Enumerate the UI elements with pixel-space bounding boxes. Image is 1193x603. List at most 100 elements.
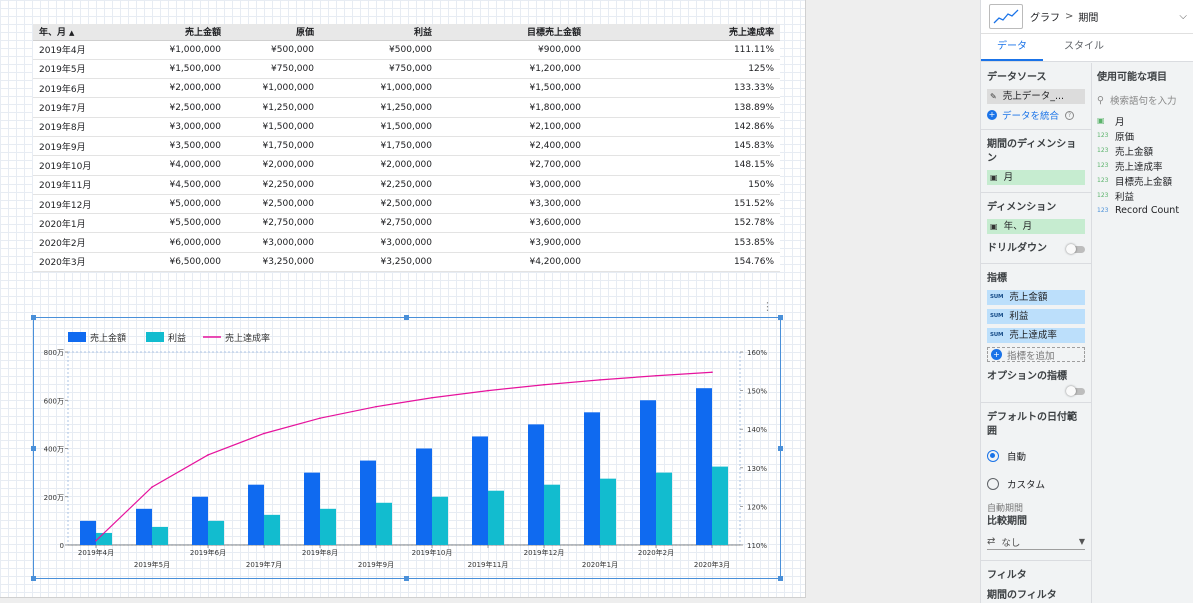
table-row[interactable]: 2020年1月 ¥5,500,000 ¥2,750,000 ¥2,750,000 ¥3,… xyxy=(33,213,780,234)
resize-handle-bl[interactable] xyxy=(31,576,36,581)
sum-badge[interactable]: SUM xyxy=(990,332,1004,338)
calendar-icon: ▣ xyxy=(990,222,998,231)
metric-chip-sales[interactable]: SUM 売上金額 xyxy=(987,290,1085,305)
line-point xyxy=(599,379,601,381)
bar-profit xyxy=(264,514,280,545)
table-row[interactable]: 2020年2月 ¥6,000,000 ¥3,000,000 ¥3,000,000 ¥3,… xyxy=(33,232,780,253)
sort-asc-icon[interactable]: ▲ xyxy=(69,29,75,38)
panel-tabs: データ スタイル xyxy=(981,34,1193,62)
cell-cost: ¥3,250,000 xyxy=(227,252,320,273)
divider xyxy=(981,263,1091,264)
field-item[interactable]: 123 Record Count xyxy=(1097,203,1189,218)
report-canvas[interactable]: 年、月 ▲ 売上金額 原価 利益 目標売上金額 売上達成率 2019年4月 ¥1,0… xyxy=(0,0,806,598)
add-metric-label: 指標を追加 xyxy=(1007,350,1055,362)
field-item[interactable]: 123 目標売上金額 xyxy=(1097,173,1189,188)
resize-handle-b[interactable] xyxy=(404,576,409,581)
radio-button[interactable] xyxy=(987,478,999,490)
table-row[interactable]: 2019年5月 ¥1,500,000 ¥750,000 ¥750,000 ¥1,200,… xyxy=(33,59,780,80)
table-row[interactable]: 2019年12月 ¥5,000,000 ¥2,500,000 ¥2,500,000 ¥3… xyxy=(33,194,780,215)
radio-custom-label: カスタム xyxy=(1007,480,1046,491)
column-header-sales[interactable]: 売上金額 xyxy=(127,24,227,41)
field-search[interactable]: ⚲ 検索語句を入力 xyxy=(1097,93,1189,108)
tab-data[interactable]: データ xyxy=(981,34,1043,61)
resize-handle-tr[interactable] xyxy=(778,315,783,320)
x-axis-tick-label: 2019年6月 xyxy=(190,548,226,557)
bar-profit xyxy=(544,484,560,545)
line-point xyxy=(207,454,209,456)
calendar-icon: ▣ xyxy=(1097,116,1105,125)
field-item[interactable]: ▣ 月 xyxy=(1097,113,1189,128)
sum-badge[interactable]: SUM xyxy=(990,313,1004,319)
metric-chip-achievement-rate[interactable]: SUM 売上達成率 xyxy=(987,328,1085,343)
table-row[interactable]: 2019年6月 ¥2,000,000 ¥1,000,000 ¥1,000,000 ¥1,… xyxy=(33,78,780,99)
cell-profit: ¥1,750,000 xyxy=(320,136,438,157)
line-chart-icon[interactable] xyxy=(989,4,1023,29)
bar-sales xyxy=(528,424,544,545)
table-row[interactable]: 2019年11月 ¥4,500,000 ¥2,250,000 ¥2,250,000 ¥3… xyxy=(33,175,780,195)
divider xyxy=(981,402,1091,403)
radio-auto[interactable]: 自動 xyxy=(987,449,1085,463)
metric-chip-profit[interactable]: SUM 利益 xyxy=(987,309,1085,324)
x-axis-tick-label: 2019年11月 xyxy=(468,560,509,569)
cell-cost: ¥1,750,000 xyxy=(227,136,320,157)
field-item[interactable]: 123 売上達成率 xyxy=(1097,158,1189,173)
add-metric-button[interactable]: + 指標を追加 xyxy=(987,347,1085,362)
column-header-achievement-rate[interactable]: 売上達成率 xyxy=(587,24,780,41)
cell-year-month: 2019年11月 xyxy=(33,175,127,195)
cell-achievement-rate: 150% xyxy=(587,175,780,195)
chevron-down-icon[interactable]: ⌵ xyxy=(1179,11,1187,22)
resize-handle-tl[interactable] xyxy=(31,315,36,320)
blend-data-link[interactable]: + データを統合 ? xyxy=(987,108,1085,122)
data-source-chip[interactable]: ✎ 売上データ_... xyxy=(987,89,1085,104)
table-row[interactable]: 2019年9月 ¥3,500,000 ¥1,750,000 ¥1,750,000 ¥2,… xyxy=(33,136,780,157)
table-row[interactable]: 2019年10月 ¥4,000,000 ¥2,000,000 ¥2,000,000 ¥2… xyxy=(33,155,780,176)
cell-profit: ¥2,500,000 xyxy=(320,194,438,215)
number-type-icon: 123 xyxy=(1097,147,1109,154)
metric-label: 売上達成率 xyxy=(1009,330,1057,341)
table-row[interactable]: 2019年7月 ¥2,500,000 ¥1,250,000 ¥1,250,000 ¥1,… xyxy=(33,97,780,118)
table-row[interactable]: 2019年8月 ¥3,000,000 ¥1,500,000 ¥1,500,000 ¥2,… xyxy=(33,117,780,137)
breadcrumb-chart[interactable]: グラフ xyxy=(1030,13,1060,24)
resize-handle-br[interactable] xyxy=(778,576,783,581)
cell-profit: ¥1,500,000 xyxy=(320,117,438,137)
resize-handle-t[interactable] xyxy=(404,315,409,320)
line-point xyxy=(319,417,321,419)
period-dimension-value: 月 xyxy=(1003,172,1014,183)
right-axis-tick-label: 110% xyxy=(747,542,767,550)
compare-period-select[interactable]: ⇄ なし ▼ xyxy=(987,534,1085,550)
data-table[interactable]: 年、月 ▲ 売上金額 原価 利益 目標売上金額 売上達成率 2019年4月 ¥1,0… xyxy=(33,24,780,273)
help-icon[interactable]: ? xyxy=(1065,110,1075,120)
available-fields-column: 使用可能な項目 ⚲ 検索語句を入力 ▣ 月 123 原価 123 売上金額 123 売上達成率… xyxy=(1091,63,1193,603)
cell-profit: ¥3,000,000 xyxy=(320,232,438,253)
drilldown-toggle[interactable] xyxy=(1066,243,1085,254)
column-header-year-month[interactable]: 年、月 ▲ xyxy=(33,24,127,41)
cell-profit: ¥2,250,000 xyxy=(320,175,438,195)
radio-button-selected[interactable] xyxy=(987,450,999,462)
resize-handle-l[interactable] xyxy=(31,446,36,451)
field-item[interactable]: 123 原価 xyxy=(1097,128,1189,143)
combo-chart[interactable]: 0 200万 400万 600万 800万 110% 120% 130% 140% 150% 160… xyxy=(33,317,781,579)
more-options-icon[interactable]: ⋮ xyxy=(762,300,773,313)
column-header-target-sales[interactable]: 目標売上金額 xyxy=(438,24,587,41)
dimension-chip[interactable]: ▣ 年、月 xyxy=(987,219,1085,234)
table-row[interactable]: 2019年4月 ¥1,000,000 ¥500,000 ¥500,000 ¥900,00… xyxy=(33,40,780,60)
bar-sales xyxy=(304,472,320,545)
field-item[interactable]: 123 利益 xyxy=(1097,188,1189,203)
column-header-profit[interactable]: 利益 xyxy=(320,24,438,41)
divider xyxy=(981,192,1091,193)
bar-sales xyxy=(248,484,264,545)
radio-custom[interactable]: カスタム xyxy=(987,477,1085,491)
pencil-icon[interactable]: ✎ xyxy=(990,92,997,101)
optional-metric-toggle[interactable] xyxy=(1066,386,1085,396)
resize-handle-r[interactable] xyxy=(778,446,783,451)
setup-column: データソース ✎ 売上データ_... + データを統合 ? 期間のディメンション… xyxy=(981,63,1091,603)
table-row[interactable]: 2020年3月 ¥6,500,000 ¥3,250,000 ¥3,250,000 ¥4,… xyxy=(33,252,780,273)
divider xyxy=(981,560,1091,561)
tab-style[interactable]: スタイル xyxy=(1064,41,1104,52)
metric-label: 売上金額 xyxy=(1009,292,1048,303)
field-item[interactable]: 123 売上金額 xyxy=(1097,143,1189,158)
column-header-cost[interactable]: 原価 xyxy=(227,24,320,41)
number-type-icon: 123 xyxy=(1097,192,1109,199)
sum-badge[interactable]: SUM xyxy=(990,294,1004,300)
period-dimension-chip[interactable]: ▣ 月 xyxy=(987,170,1085,185)
